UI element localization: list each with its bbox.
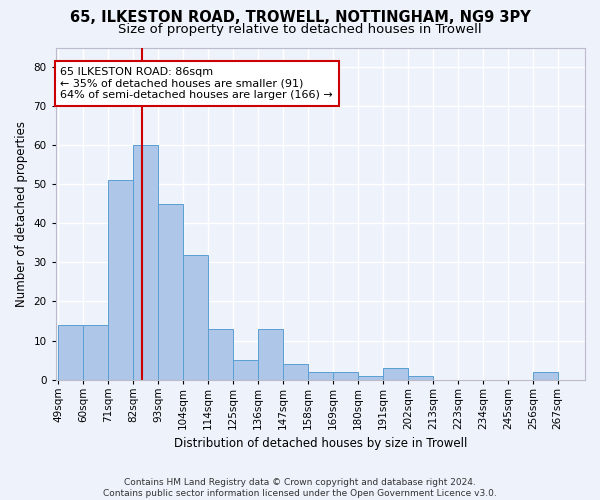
Bar	[408, 376, 433, 380]
Bar	[333, 372, 358, 380]
Text: 65 ILKESTON ROAD: 86sqm
← 35% of detached houses are smaller (91)
64% of semi-de: 65 ILKESTON ROAD: 86sqm ← 35% of detache…	[60, 67, 333, 100]
Y-axis label: Number of detached properties: Number of detached properties	[15, 120, 28, 306]
Bar	[258, 329, 283, 380]
Bar	[533, 372, 558, 380]
Bar	[208, 329, 233, 380]
Bar	[283, 364, 308, 380]
X-axis label: Distribution of detached houses by size in Trowell: Distribution of detached houses by size …	[173, 437, 467, 450]
Bar	[358, 376, 383, 380]
Bar	[308, 372, 333, 380]
Text: 65, ILKESTON ROAD, TROWELL, NOTTINGHAM, NG9 3PY: 65, ILKESTON ROAD, TROWELL, NOTTINGHAM, …	[70, 10, 530, 25]
Bar	[383, 368, 408, 380]
Bar	[133, 145, 158, 380]
Bar	[183, 254, 208, 380]
Text: Contains HM Land Registry data © Crown copyright and database right 2024.
Contai: Contains HM Land Registry data © Crown c…	[103, 478, 497, 498]
Bar	[233, 360, 258, 380]
Bar	[58, 325, 83, 380]
Bar	[83, 325, 108, 380]
Bar	[108, 180, 133, 380]
Text: Size of property relative to detached houses in Trowell: Size of property relative to detached ho…	[118, 22, 482, 36]
Bar	[158, 204, 183, 380]
